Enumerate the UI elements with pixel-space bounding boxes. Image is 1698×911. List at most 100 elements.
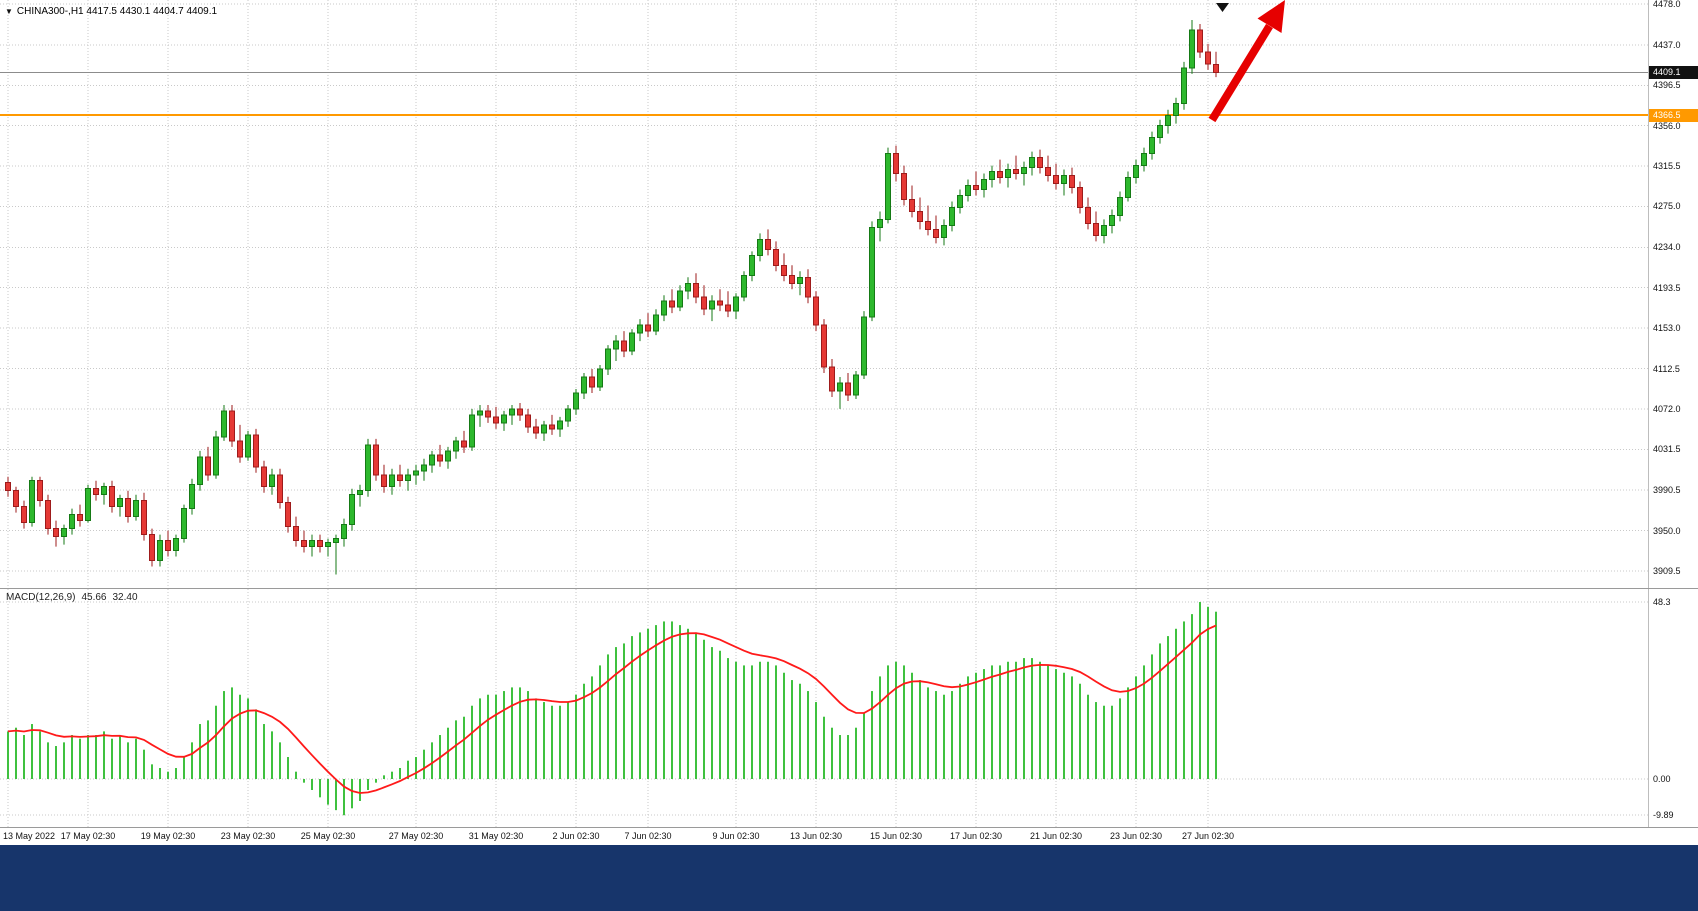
panel-separator-main-macd[interactable]: [0, 588, 1698, 589]
macd-histogram-bar: [1183, 621, 1185, 779]
candle-body: [893, 153, 899, 175]
macd-panel[interactable]: [0, 589, 1698, 827]
trend-arrow-head[interactable]: [1257, 0, 1286, 33]
macd-histogram-bar: [999, 665, 1001, 779]
candle-body: [109, 486, 115, 508]
macd-histogram-bar: [71, 735, 73, 779]
candle-body: [1141, 153, 1147, 167]
time-tick-label: 27 May 02:30: [388, 831, 444, 841]
candle-body: [1109, 214, 1115, 226]
macd-histogram-bar: [695, 632, 697, 779]
candle-body: [13, 490, 19, 508]
top-marker-icon[interactable]: [1216, 3, 1229, 12]
candle-body: [501, 414, 507, 424]
candle-body: [237, 440, 243, 458]
candle-body: [885, 153, 891, 220]
macd-histogram-bar: [1143, 665, 1145, 779]
candle-body: [349, 494, 355, 526]
candle-body: [381, 474, 387, 488]
macd-histogram-bar: [1095, 702, 1097, 779]
macd-histogram-bar: [735, 661, 737, 779]
macd-histogram-bar: [935, 691, 937, 779]
macd-histogram-bar: [351, 779, 353, 809]
macd-histogram-bar: [487, 694, 489, 779]
chart-dropdown-icon[interactable]: ▼: [5, 7, 13, 16]
macd-histogram-bar: [839, 735, 841, 779]
trend-arrow-shaft[interactable]: [1208, 23, 1273, 123]
macd-histogram-bar: [527, 691, 529, 779]
macd-histogram-bar: [119, 735, 121, 779]
candle-body: [141, 500, 147, 536]
macd-histogram-bar: [679, 625, 681, 779]
time-tick-label: 9 Jun 02:30: [712, 831, 760, 841]
candle-body: [933, 228, 939, 238]
time-tick-label: 17 May 02:30: [60, 831, 116, 841]
macd-histogram-bar: [1191, 614, 1193, 779]
candle-body: [1013, 169, 1019, 175]
macd-histogram-bar: [175, 768, 177, 779]
macd-histogram-bar: [223, 691, 225, 779]
candle-body: [421, 464, 427, 472]
candle-body: [341, 524, 347, 540]
candle-body: [253, 434, 259, 468]
candle-body: [1005, 169, 1011, 179]
candle-body: [77, 514, 83, 522]
macd-histogram-bar: [863, 713, 865, 779]
macd-histogram-bar: [279, 742, 281, 779]
macd-histogram-bar: [807, 691, 809, 779]
candle-body: [709, 300, 715, 310]
macd-histogram-bar: [151, 764, 153, 779]
macd-histogram-bar: [703, 639, 705, 779]
candle-body: [413, 470, 419, 476]
candle-body: [29, 480, 35, 524]
candle-body: [573, 392, 579, 410]
candle-body: [1037, 157, 1043, 169]
candle-body: [1213, 63, 1219, 74]
candle-body: [117, 498, 123, 508]
macd-histogram-bar: [687, 628, 689, 779]
candle-body: [149, 534, 155, 562]
candle-body: [301, 540, 307, 548]
macd-histogram-bar: [103, 731, 105, 779]
main-chart-panel[interactable]: [0, 0, 1698, 588]
macd-tick-label: -9.89: [1653, 810, 1674, 821]
candle-body: [525, 414, 531, 428]
macd-histogram-bar: [95, 735, 97, 779]
macd-histogram-bar: [327, 779, 329, 805]
candle-body: [949, 206, 955, 226]
candle-body: [829, 366, 835, 392]
macd-histogram-bar: [591, 676, 593, 779]
candle-body: [901, 173, 907, 200]
candle-body: [805, 276, 811, 298]
macd-histogram-bar: [535, 698, 537, 779]
price-tick-label: 4234.0: [1653, 242, 1681, 253]
candle-body: [677, 290, 683, 308]
macd-histogram-bar: [1023, 658, 1025, 779]
macd-signal-line: [7, 624, 1217, 794]
macd-histogram-bar: [367, 779, 369, 790]
candle-body: [669, 300, 675, 308]
time-tick-label: 7 Jun 02:30: [624, 831, 672, 841]
candle-body: [61, 528, 67, 538]
taskbar[interactable]: [0, 845, 1698, 911]
macd-histogram-bar: [743, 665, 745, 779]
macd-histogram-bar: [1007, 661, 1009, 779]
candle-body: [213, 436, 219, 476]
macd-tick-label: 48.3: [1653, 597, 1671, 608]
candle-body: [189, 484, 195, 510]
candle-body: [757, 238, 763, 256]
macd-histogram-bar: [231, 687, 233, 779]
macd-histogram-bar: [647, 628, 649, 779]
macd-histogram-bar: [559, 705, 561, 779]
time-tick-label: 19 May 02:30: [140, 831, 196, 841]
candle-body: [1197, 29, 1203, 53]
candle-body: [429, 454, 435, 466]
candle-body: [1053, 175, 1059, 185]
candle-body: [125, 498, 131, 518]
candle-body: [69, 514, 75, 530]
macd-histogram-bar: [407, 760, 409, 779]
macd-histogram-bar: [855, 727, 857, 779]
price-tick-label: 4072.0: [1653, 403, 1681, 414]
macd-histogram-bar: [1087, 694, 1089, 779]
